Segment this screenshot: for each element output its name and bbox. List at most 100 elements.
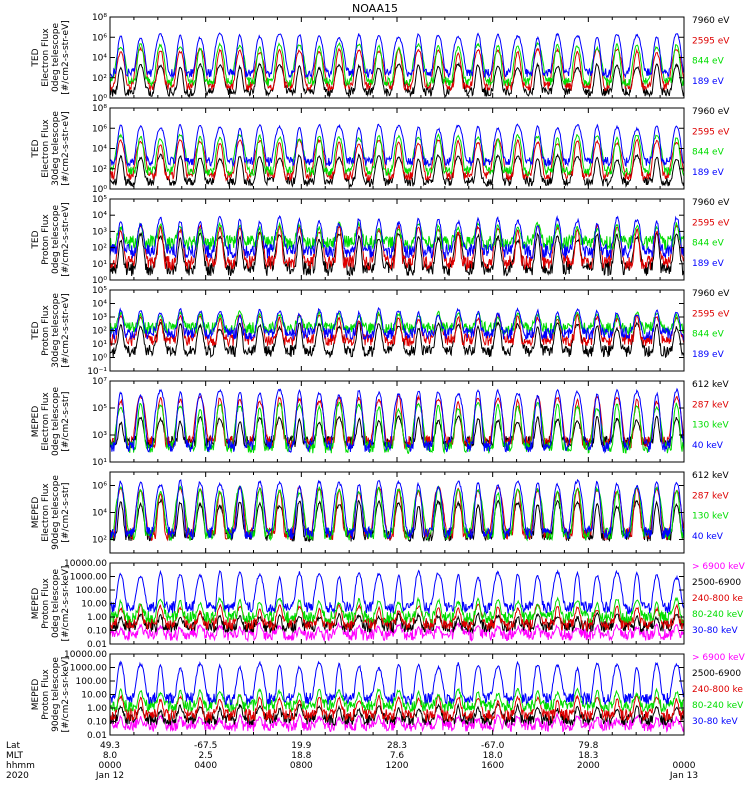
y-tick-label: 10⁴: [92, 145, 107, 155]
y-tick-label: 10³: [92, 227, 107, 237]
legend-label: 2595 eV: [692, 36, 730, 46]
y-axis-label: 0deg telescope: [51, 569, 61, 639]
series-2-line: [110, 702, 684, 727]
y-tick-label: 10⁰: [92, 354, 107, 364]
legend-label: 80-240 keV: [692, 701, 744, 711]
y-axis-label: 90deg telescope: [51, 657, 61, 732]
y-axis-label: TED: [31, 48, 41, 67]
y-tick-label: 10¹: [92, 458, 107, 468]
legend-label: 240-800 ke: [692, 594, 743, 604]
y-tick-label: 10⁰: [92, 94, 107, 104]
y-axis-label: Electron Flux: [41, 119, 51, 178]
y-tick-label: 10⁰: [92, 185, 107, 195]
y-axis-label: [#/cm2-s-str-eV]: [61, 293, 71, 368]
y-axis-label: [#/cm2-s-str]: [61, 482, 71, 542]
x-tick-label: 1600: [481, 761, 504, 771]
legend-label: 189 eV: [692, 168, 725, 178]
legend-label: 40 keV: [692, 532, 724, 542]
x-tick-label: 1200: [386, 761, 409, 771]
panel-8: > 6900 keV 2500-6900 240-800 ke 80-240 keV 3…: [31, 650, 746, 741]
y-tick-label: 10⁴: [92, 54, 107, 64]
y-tick-label: 1000.00: [70, 664, 107, 674]
legend-label: 189 eV: [692, 259, 725, 269]
y-axis-label: 30deg telescope: [51, 111, 61, 186]
x-tick-label: -67.5: [194, 741, 217, 751]
legend-label: 7960 eV: [692, 198, 730, 208]
series-3-line: [110, 41, 684, 88]
y-axis-label: 0deg telescope: [51, 387, 61, 457]
y-tick-label: 10⁻¹: [87, 367, 107, 377]
legend-label: 130 keV: [692, 512, 729, 522]
x-tick-label: 79.8: [578, 741, 598, 751]
series-2-line: [110, 312, 684, 348]
y-tick-label: 10²: [92, 165, 107, 175]
series-4-line: [110, 215, 684, 260]
series-1-line: [110, 621, 684, 643]
y-tick-label: 10¹: [92, 340, 107, 350]
y-tick-label: 10000.00: [64, 650, 107, 660]
panel-1: 7960 eV 2595 eV 844 eV 189 eV 10⁰ 10² 10⁴ 10⁶ 10…: [31, 13, 730, 104]
y-tick-label: 10⁴: [92, 300, 107, 310]
y-tick-label: 0.10: [87, 718, 107, 728]
series-4-line: [110, 32, 684, 79]
legend-label: 287 keV: [692, 400, 729, 410]
x-tick-label: Jan 13: [669, 771, 698, 781]
x-tick-label: 18.3: [578, 751, 598, 761]
legend-label: 612 keV: [692, 471, 729, 481]
y-axis-label: Proton Flux: [41, 669, 51, 720]
legend-label: 287 keV: [692, 491, 729, 501]
y-axis-label: 0deg telescope: [51, 23, 61, 93]
legend-label: > 6900 keV: [692, 562, 746, 572]
y-axis-label: Electron Flux: [41, 28, 51, 87]
y-axis-label: 0deg telescope: [51, 205, 61, 275]
series-4-line: [110, 687, 684, 714]
y-tick-label: 10⁴: [92, 509, 107, 519]
x-tick-label: 0000: [673, 761, 696, 771]
series-3-line: [110, 220, 684, 252]
y-axis-label: 90deg telescope: [51, 475, 61, 550]
legend-label: 2595 eV: [692, 127, 730, 137]
x-tick-label: 8.0: [103, 751, 118, 761]
series-4-line: [110, 387, 684, 454]
panel-5: 612 keV 287 keV 130 keV 40 keV 10¹ 10³ 10⁵ 10⁷ M…: [31, 377, 729, 468]
y-tick-label: 10⁶: [92, 33, 107, 43]
panel-4: 7960 eV 2595 eV 844 eV 189 eV 10⁻¹ 10⁰ 10¹ 10² 1…: [31, 286, 730, 377]
x-tick-label: 49.3: [100, 741, 120, 751]
x-axis-row-label: 2020: [6, 771, 29, 781]
legend-label: 2595 eV: [692, 309, 730, 319]
y-tick-label: 10⁴: [92, 211, 107, 221]
y-tick-label: 10¹: [92, 260, 107, 270]
panel-frame: [109, 380, 685, 463]
y-tick-label: 10.00: [81, 691, 107, 701]
series-3-line: [110, 401, 684, 455]
series-4-line: [110, 123, 684, 168]
legend-label: 30-80 keV: [692, 717, 738, 727]
y-axis-label: MEPED: [31, 588, 41, 620]
y-tick-label: 10²: [92, 327, 107, 337]
x-tick-label: -67.0: [481, 741, 505, 751]
y-axis-label: TED: [31, 321, 41, 340]
panel-frame: [109, 16, 685, 99]
legend-label: 80-240 keV: [692, 610, 744, 620]
x-axis-row-label: hhmm: [6, 761, 35, 771]
y-tick-label: 10⁶: [92, 482, 107, 492]
y-axis-label: [#/cm2-s-str-eV]: [61, 20, 71, 95]
x-axis-row-label: MLT: [6, 751, 24, 761]
series-3-line: [110, 694, 684, 723]
series-4-line: [110, 306, 684, 341]
legend-label: 40 keV: [692, 441, 724, 451]
y-tick-label: 10²: [92, 536, 107, 546]
x-tick-label: 0000: [99, 761, 122, 771]
y-axis-label: Proton Flux: [41, 305, 51, 356]
legend-label: 844 eV: [692, 330, 725, 340]
y-axis-label: Proton Flux: [41, 578, 51, 629]
y-tick-label: 1.00: [87, 704, 107, 714]
x-tick-label: 0800: [290, 761, 313, 771]
legend-label: 130 keV: [692, 421, 729, 431]
y-axis-label: MEPED: [31, 406, 41, 438]
y-tick-label: 1.00: [87, 613, 107, 623]
y-tick-label: 10⁶: [92, 124, 107, 134]
y-axis-label: [#/cm2-s-sr-keV]: [61, 657, 71, 733]
x-tick-label: 28.3: [387, 741, 407, 751]
